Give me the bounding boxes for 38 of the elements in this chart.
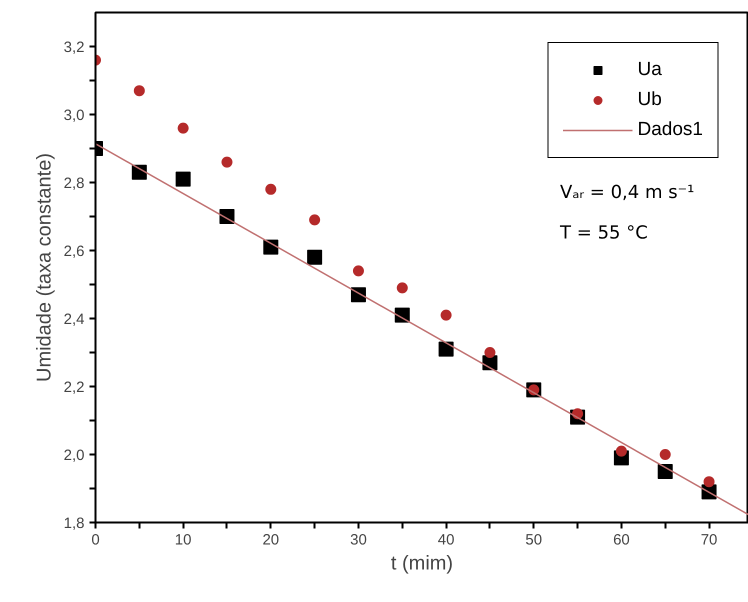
point (221, 156, 232, 168)
y-tick-label: 2,4 (64, 311, 85, 328)
point (265, 184, 276, 195)
annotation: Vₐᵣ = 0,4 m s⁻¹ (560, 182, 694, 203)
point (616, 446, 627, 457)
point (176, 172, 191, 187)
y-tick-label: 2,8 (64, 175, 85, 192)
point (309, 214, 320, 226)
point (178, 122, 189, 134)
legend-label: Ua (638, 58, 662, 82)
point (438, 342, 454, 357)
point (307, 250, 322, 265)
y-tick-label: 2,6 (64, 243, 85, 260)
annotation: T = 55 °C (559, 222, 648, 244)
y-tick-label: 3,2 (64, 39, 85, 56)
y-tick-label: 1,8 (64, 515, 85, 532)
x-tick-label: 50 (525, 532, 542, 548)
point (396, 282, 408, 294)
x-tick-label: 20 (262, 532, 280, 548)
x-tick-label: 30 (350, 532, 367, 548)
legend-label: Dados1 (638, 118, 703, 142)
x-tick-label: 0 (91, 532, 100, 548)
point (134, 85, 145, 96)
point (660, 449, 671, 460)
y-tick-label: 3,0 (64, 107, 85, 124)
y-tick-label: 2,2 (64, 379, 85, 396)
point (352, 265, 364, 276)
y-axis-title: Umidade (taxa constante) (34, 152, 56, 382)
x-tick-label: 70 (700, 532, 718, 548)
point (484, 347, 496, 358)
x-tick-label: 40 (438, 532, 454, 548)
legend-label: Ub (638, 88, 662, 112)
point (704, 476, 715, 488)
x-axis-title: t (mim) (390, 552, 454, 574)
point (440, 310, 452, 321)
x-tick-label: 10 (174, 532, 192, 548)
x-tick-label: 60 (613, 532, 630, 548)
y-tick-label: 2,0 (64, 447, 85, 464)
